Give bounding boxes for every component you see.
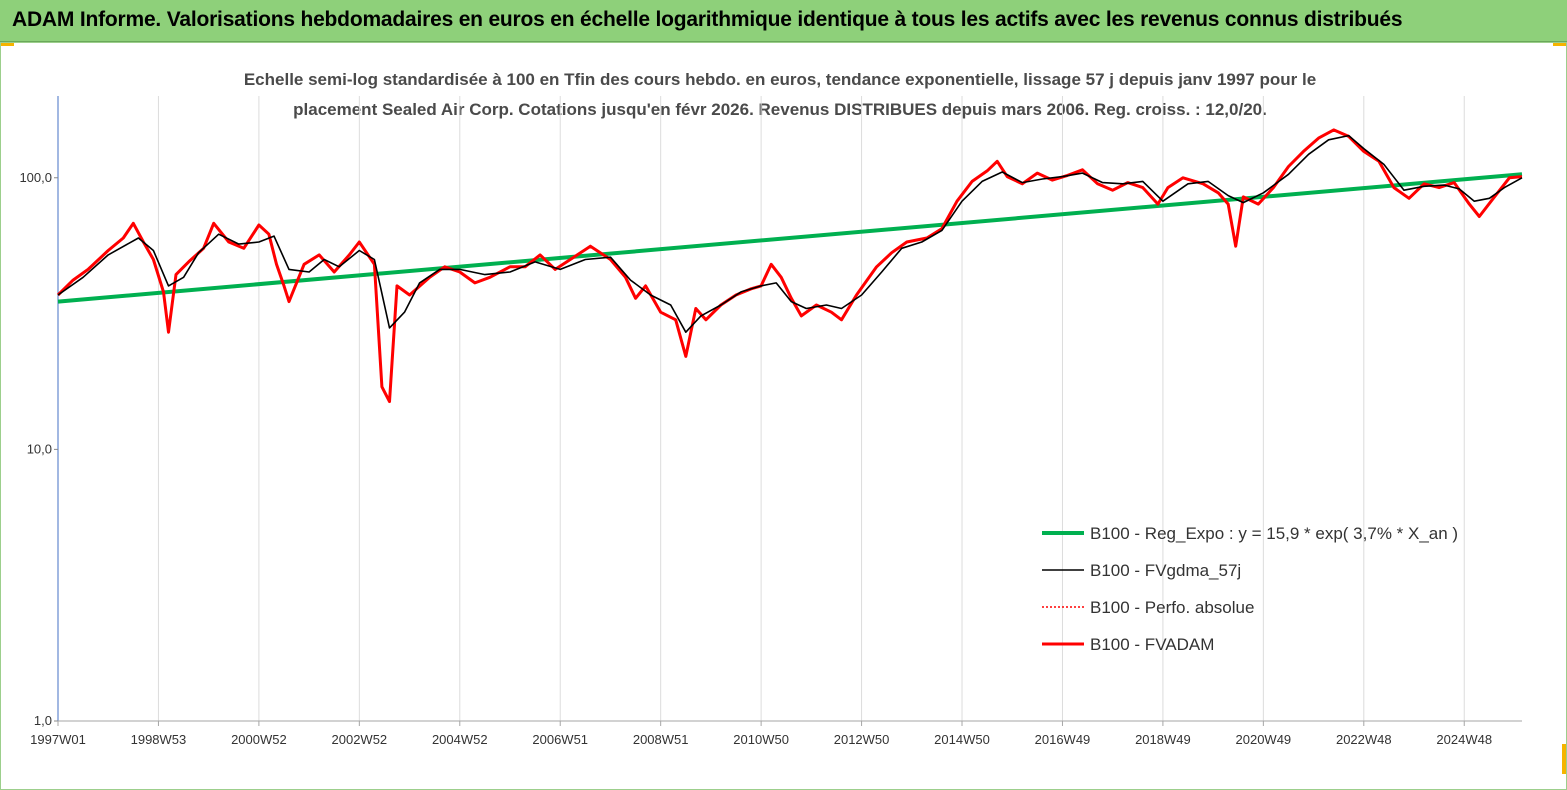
corner-marker-bottom-right (1562, 744, 1567, 774)
legend-label: B100 - FVgdma_57j (1090, 561, 1241, 580)
page-title: ADAM Informe. Valorisations hebdomadaire… (12, 8, 1403, 31)
x-tick-label: 2008W51 (633, 732, 689, 747)
x-tick-label: 2000W52 (231, 732, 287, 747)
series-line-3 (56, 128, 1523, 404)
x-tick-label: 2004W52 (432, 732, 488, 747)
corner-marker-top-left (0, 42, 14, 46)
y-tick-label: 1,0 (34, 713, 52, 728)
x-tick-label: 2020W49 (1236, 732, 1292, 747)
x-tick-label: 2024W48 (1436, 732, 1492, 747)
x-tick-label: 2014W50 (934, 732, 990, 747)
x-tick-label: 2010W50 (733, 732, 789, 747)
series-line-1 (57, 134, 1523, 333)
x-tick-label: 2006W51 (532, 732, 588, 747)
x-tick-label: 1997W01 (30, 732, 86, 747)
y-tick-label: 10,0 (27, 441, 52, 456)
x-tick-label: 2022W48 (1336, 732, 1392, 747)
x-tick-label: 2002W52 (332, 732, 388, 747)
y-tick-label: 100,0 (19, 170, 52, 185)
chart-title-line2: placement Sealed Air Corp. Cotations jus… (293, 100, 1267, 119)
x-tick-label: 2018W49 (1135, 732, 1191, 747)
series-layer (56, 128, 1523, 404)
legend: B100 - Reg_Expo : y = 15,9 * exp( 3,7% *… (1042, 524, 1458, 654)
chart-title-line1: Echelle semi-log standardisée à 100 en T… (244, 70, 1316, 89)
legend-label: B100 - Reg_Expo : y = 15,9 * exp( 3,7% *… (1090, 524, 1458, 543)
axes: 1,0 10,0 100,0 1997W01 1998W53 2000W52 2002W52… (19, 96, 1522, 747)
corner-marker-top-right (1553, 42, 1567, 46)
x-tick-label: 2016W49 (1035, 732, 1091, 747)
header-banner: ADAM Informe. Valorisations hebdomadaire… (0, 0, 1567, 42)
series-line-0 (57, 172, 1523, 304)
legend-label: B100 - FVADAM (1090, 635, 1214, 654)
legend-label: B100 - Perfo. absolue (1090, 598, 1254, 617)
x-tick-label: 2012W50 (834, 732, 890, 747)
x-tick-label: 1998W53 (131, 732, 187, 747)
